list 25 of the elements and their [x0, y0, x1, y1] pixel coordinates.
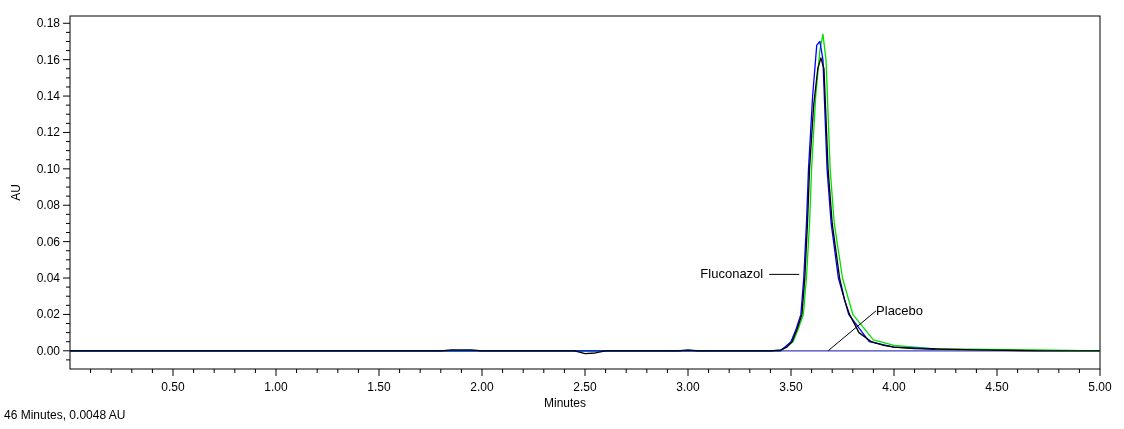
x-tick-label: 2.00: [470, 380, 494, 394]
x-tick-label: 3.00: [676, 380, 700, 394]
x-tick-label: 5.00: [1088, 380, 1112, 394]
y-tick-label: 0.16: [36, 52, 61, 67]
y-tick-label: 0.12: [36, 125, 61, 140]
y-tick-label: 0.06: [36, 234, 61, 249]
x-tick-label: 2.50: [573, 380, 597, 394]
x-tick-label: 1.00: [264, 380, 288, 394]
y-tick-label: 0.00: [36, 343, 61, 358]
x-tick-label: 4.00: [882, 380, 906, 394]
y-tick-label: 0.18: [36, 16, 61, 31]
annotation: Placebo: [876, 302, 924, 318]
x-tick-label: 0.50: [161, 380, 185, 394]
x-tick-label: 3.50: [779, 380, 803, 394]
y-tick-label: 0.14: [36, 89, 61, 104]
annotation: Fluconazol: [700, 266, 764, 282]
y-tick-label: 0.10: [36, 161, 61, 176]
x-axis-title: Minutes: [543, 396, 587, 410]
x-tick-label: 1.50: [367, 380, 391, 394]
y-tick-label: 0.04: [36, 271, 61, 286]
y-tick-label: 0.08: [36, 198, 61, 213]
x-tick-label: 4.50: [985, 380, 1009, 394]
y-tick-label: 0.02: [36, 307, 61, 322]
y-axis-title: AU: [9, 184, 23, 201]
text: 46 Minutes, 0.0048 AU: [4, 408, 126, 422]
